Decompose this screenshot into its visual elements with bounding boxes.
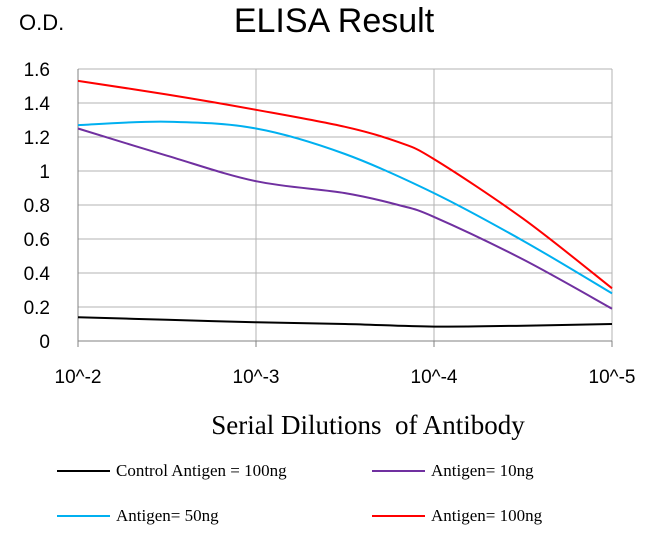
legend-label-2: Antigen= 10ng	[431, 461, 534, 480]
y-tick-label: 0	[39, 332, 50, 353]
grid-lines	[78, 68, 613, 341]
x-tick-label: 10^-4	[411, 367, 458, 388]
series-line-4	[77, 79, 613, 290]
x-axis-label: Serial Dilutions of Antibody	[211, 410, 525, 440]
y-tick-labels: 0 0.2 0.4 0.6 0.8 1 1.2 1.4 1.6	[24, 60, 51, 353]
chart-title: ELISA Result	[234, 2, 435, 40]
y-tick-label: 0.8	[24, 196, 50, 217]
x-tick-label: 10^-2	[55, 367, 102, 388]
axes	[77, 69, 613, 347]
legend: Control Antigen = 100ng Antigen= 10ng Anti…	[57, 461, 543, 525]
series-line-1	[77, 316, 613, 328]
y-tick-label: 0.4	[24, 264, 51, 285]
x-tick-label: 10^-3	[233, 367, 280, 388]
legend-label-1: Control Antigen = 100ng	[116, 461, 287, 480]
series-line-2	[77, 127, 613, 310]
y-tick-label: 0.6	[24, 230, 50, 251]
y-tick-label: 1.4	[24, 94, 51, 115]
y-tick-label: 1.6	[24, 60, 50, 81]
y-tick-label: 1.2	[24, 128, 50, 149]
series-lines	[77, 79, 613, 328]
y-tick-label: 0.2	[24, 298, 50, 319]
x-tick-label: 10^-5	[589, 367, 636, 388]
y-axis-label: O.D.	[19, 10, 64, 35]
x-tick-labels: 10^-2 10^-3 10^-4 10^-5	[55, 367, 636, 388]
series-line-3	[77, 120, 613, 295]
y-tick-label: 1	[39, 162, 50, 183]
legend-label-4: Antigen= 100ng	[431, 506, 543, 525]
legend-label-3: Antigen= 50ng	[116, 506, 219, 525]
